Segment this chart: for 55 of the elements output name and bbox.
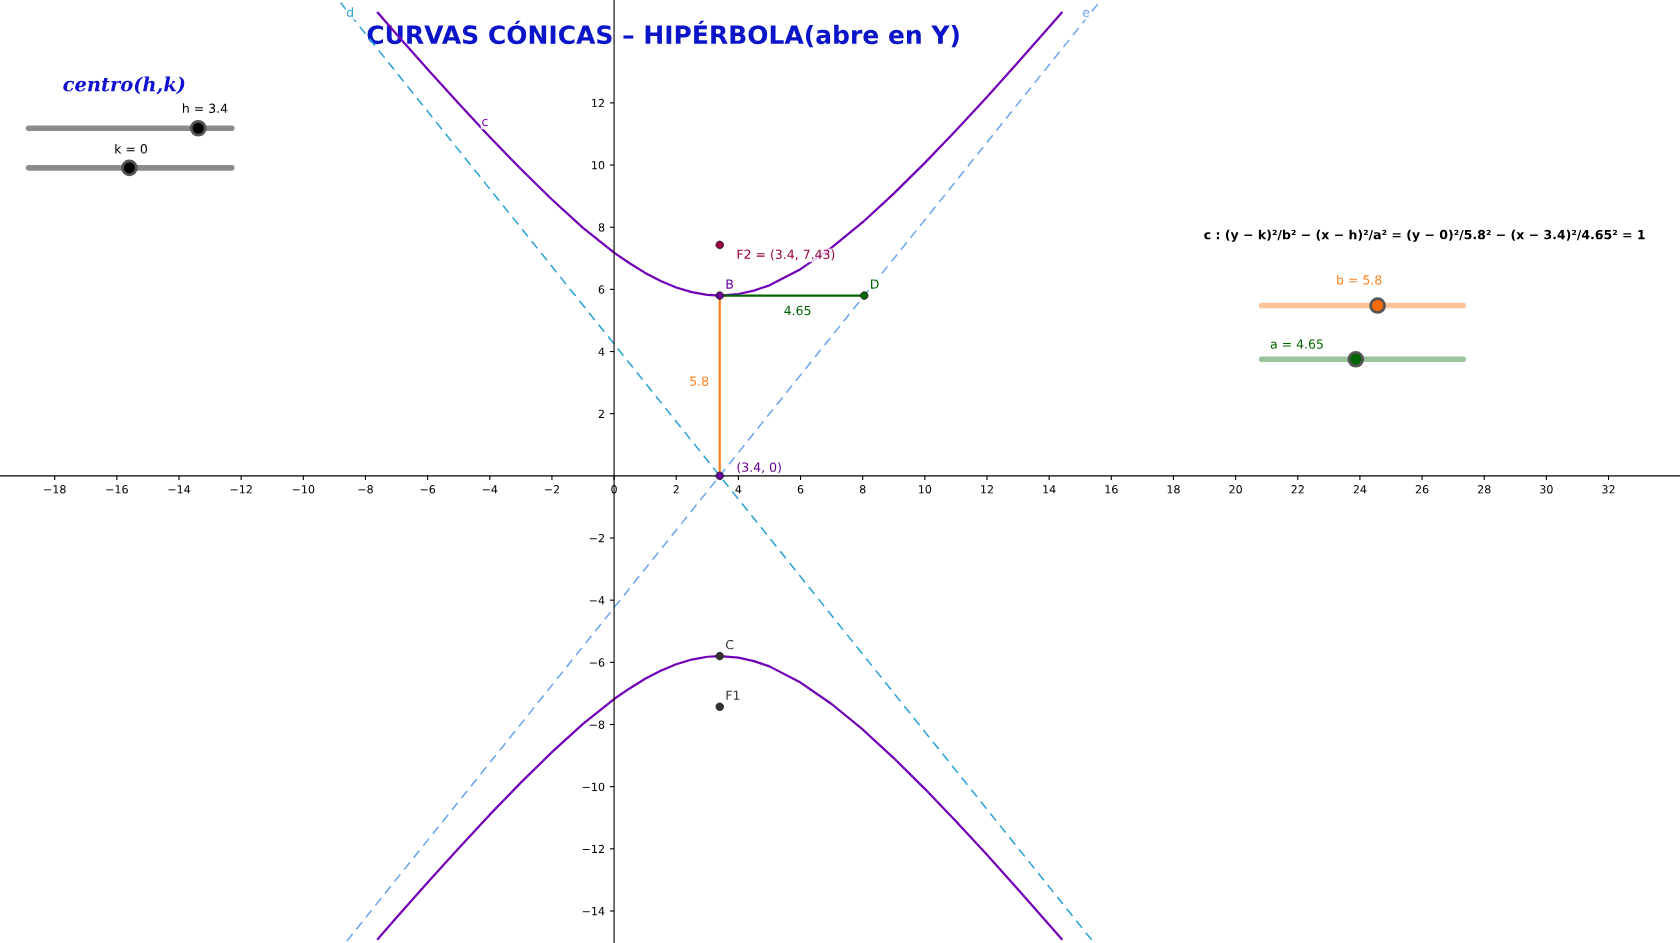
annotation: centro(h,k) [63, 76, 185, 95]
x-tick-label: 28 [1477, 485, 1491, 494]
x-tick-label: 2 [673, 485, 679, 494]
annotation: e [1082, 9, 1090, 17]
y-tick-label: 2 [598, 409, 604, 418]
x-tick-label: 10 [918, 485, 932, 494]
y-tick-label: −12 [582, 844, 604, 854]
annotation: c [482, 118, 488, 127]
annotation: 5.8 [690, 376, 709, 386]
x-tick-label: 22 [1291, 485, 1304, 494]
annotation: 4.65 [784, 305, 811, 316]
y-tick-label: −10 [582, 782, 605, 792]
annotation: D [871, 279, 879, 289]
annotation: h = 3.4 [182, 103, 228, 114]
x-tick-label: −14 [168, 485, 191, 494]
x-tick-label: −12 [230, 485, 252, 494]
y-tick-label: −6 [589, 658, 605, 667]
annotation: k = 0 [115, 143, 148, 154]
x-tick-label: 24 [1353, 485, 1367, 494]
x-tick-label: −2 [544, 485, 559, 494]
annotation: c : (y − k)²/b² − (x − h)²/a² = (y − 0)²/5.8² − (x − 3.4)²/4.65² = 1 [1204, 229, 1645, 242]
x-tick-label: −6 [420, 485, 436, 494]
annotation: (3.4, 0) [737, 462, 781, 474]
x-tick-label: 32 [1602, 485, 1615, 494]
y-tick-label: −14 [582, 907, 605, 916]
x-tick-label: 12 [981, 485, 993, 494]
x-tick-label: 30 [1540, 485, 1553, 494]
annotation: F1 [726, 690, 740, 700]
y-tick-label: 8 [598, 223, 605, 232]
x-tick-label: −18 [44, 485, 66, 494]
y-tick-label: 6 [598, 285, 605, 294]
y-tick-label: 4 [598, 347, 605, 356]
x-tick-label: 16 [1105, 485, 1118, 494]
y-tick-label: −2 [589, 533, 604, 543]
x-tick-label: −8 [358, 485, 373, 494]
x-tick-label: 26 [1415, 485, 1429, 494]
y-tick-label: 12 [592, 98, 604, 108]
x-tick-label: 6 [797, 485, 804, 494]
annotation: b = 5.8 [1337, 274, 1382, 285]
annotation: B [726, 279, 733, 289]
x-tick-label: 8 [859, 485, 866, 494]
y-tick-label: −4 [589, 596, 605, 605]
x-tick-label: 4 [735, 485, 742, 494]
y-tick-label: −8 [589, 720, 605, 729]
x-tick-label: −10 [292, 485, 315, 494]
x-tick-label: 20 [1229, 485, 1242, 494]
x-tick-label: −4 [482, 485, 498, 494]
annotation: a = 4.65 [1270, 339, 1323, 349]
annotation: d [346, 7, 353, 17]
x-tick-label: 18 [1167, 485, 1180, 494]
x-tick-label: 14 [1043, 485, 1056, 494]
annotation: C [725, 639, 734, 650]
x-tick-label: −16 [106, 485, 128, 494]
annotation: F2 = (3.4, 7.43) [737, 249, 835, 261]
y-tick-label: 10 [592, 161, 605, 170]
